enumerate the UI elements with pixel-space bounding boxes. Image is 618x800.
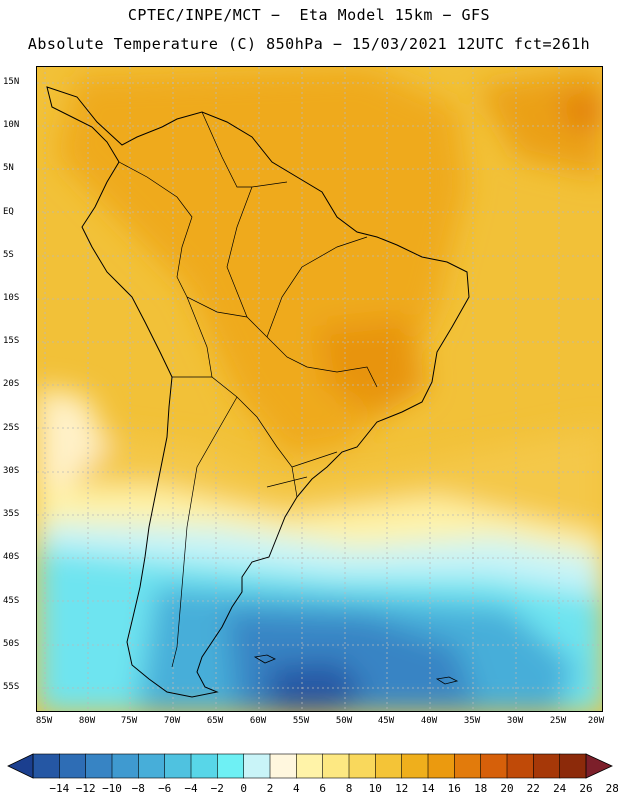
colorbar-label: 28 [605,782,618,795]
field-warm-ocean-ne [477,67,602,177]
colorbar-cell [138,753,166,779]
colorbar-label: 10 [368,782,382,795]
colorbar-cell [375,753,403,779]
lat-label-45s: 45S [3,596,20,606]
lon-label-75w: 75W [120,716,138,726]
lat-label-25s: 25S [3,423,20,433]
lat-label-10n: 10N [3,120,20,130]
colorbar-label: 22 [526,782,540,795]
lat-label-20s: 20S [3,379,20,389]
colorbar-cell [401,753,429,779]
lon-label-60w: 60W [249,716,267,726]
lon-label-35w: 35W [463,716,481,726]
lat-label-30s: 30S [3,466,20,476]
colorbar-cell [559,753,587,779]
colorbar-cell [454,753,482,779]
title-line-1: CPTEC/INPE/MCT − Eta Model 15km − GFS [127,6,491,24]
south-america-coastline [46,86,470,698]
colorbar-label: −12 [75,782,96,795]
colorbar-max-arrow [585,753,613,779]
lat-label-15s: 15S [3,336,20,346]
colorbar-label: −14 [49,782,70,795]
colorbar-label: 0 [240,782,247,795]
field-hot-spot-br [317,317,427,417]
lat-label-55s: 55S [3,682,20,692]
colorbar-cell [32,753,60,779]
lon-label-80w: 80W [78,716,96,726]
colorbar-cell [111,753,139,779]
lat-label-eq: EQ [3,207,14,217]
colorbar-label: −8 [131,782,145,795]
colorbar-label: 26 [579,782,593,795]
lon-label-20w: 20W [587,716,605,726]
colorbar-cell [269,753,297,779]
lat-label-5s: 5S [3,250,14,260]
colorbar-cell [427,753,455,779]
field-cold-core [267,662,367,711]
lat-label-50s: 50S [3,639,20,649]
colorbar-label: 2 [266,782,274,795]
colorbar-label: 14 [421,782,435,795]
colorbar-cell [243,753,271,779]
colorbar-cell [533,753,561,779]
colorbar-cell [85,753,113,779]
colorbar-label: 6 [319,782,326,795]
lon-label-30w: 30W [506,716,524,726]
colorbar-label: −10 [102,782,122,795]
colorbar-cell [217,753,245,779]
colorbar-cell [506,753,534,779]
lat-label-10s: 10S [3,293,20,303]
lat-label-40s: 40S [3,552,20,562]
colorbar-label: 12 [395,782,409,795]
colorbar-cell [348,753,376,779]
colorbar-label: 24 [553,782,567,795]
colorbar-min-arrow [7,753,34,779]
colorbar-label: −4 [184,782,198,795]
colorbar-label: −6 [158,782,172,795]
lat-label-35s: 35S [3,509,20,519]
colorbar-cell [164,753,192,779]
colorbar-cell [190,753,218,779]
colorbar-label: 16 [447,782,461,795]
colorbar-cell [59,753,87,779]
colorbar-label: −2 [210,782,224,795]
falkland-islands [253,654,276,664]
lon-label-55w: 55W [292,716,310,726]
colorbar-cell [322,753,350,779]
south-georgia [435,676,459,685]
colorbar-cell [296,753,324,779]
title-line-2: Absolute Temperature (C) 850hPa − 15/03/… [27,35,591,53]
colorbar-label: 18 [474,782,488,795]
colorbar [7,753,613,779]
lat-label-5n: 5N [3,163,14,173]
lon-label-25w: 25W [549,716,567,726]
lon-label-50w: 50W [335,716,353,726]
temperature-map [36,66,603,712]
lon-label-65w: 65W [206,716,224,726]
lon-label-40w: 40W [420,716,438,726]
colorbar-label: 20 [500,782,514,795]
country-borders [118,111,378,668]
colorbar-label: 8 [345,782,353,795]
colorbar-cell [480,753,508,779]
lon-label-45w: 45W [377,716,395,726]
lon-label-85w: 85W [35,716,53,726]
field-hot-spot-ne [557,92,602,127]
lat-label-15n: 15N [3,77,20,87]
lon-label-70w: 70W [163,716,181,726]
colorbar-label: 4 [292,782,300,795]
field-pale-west [37,387,107,487]
